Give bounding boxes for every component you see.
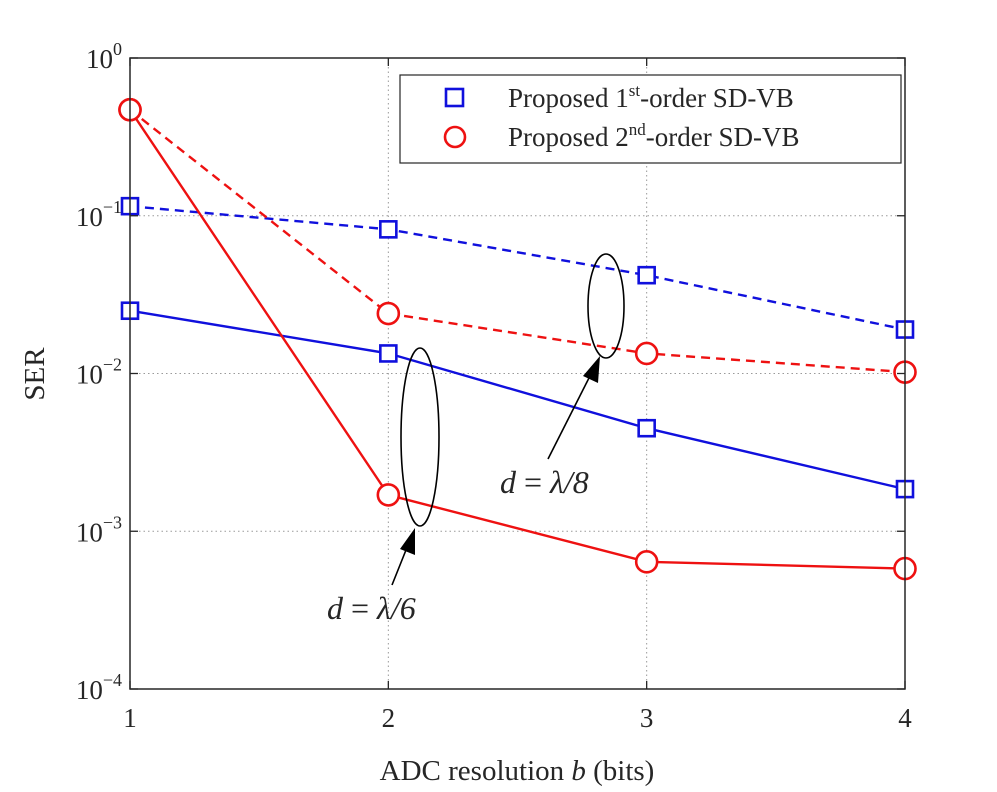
legend-marker-square bbox=[444, 87, 465, 108]
series-line-second-order-lambda6 bbox=[129, 109, 906, 570]
annotation-text-lambda8: d = λ/8 bbox=[500, 464, 589, 500]
y-tick-label: 10−2 bbox=[76, 355, 122, 390]
annotation-arrowhead-lambda8 bbox=[583, 356, 600, 383]
y-tick-label: 10−4 bbox=[76, 670, 122, 705]
legend: Proposed 1st-order SD-VB Proposed 2nd-or… bbox=[399, 74, 902, 164]
x-tick-label: 2 bbox=[382, 703, 396, 733]
marker-second-order-lambda6 bbox=[376, 483, 401, 507]
annotation-lambda6: d = λ/6 bbox=[327, 347, 440, 626]
x-axis-label: ADC resolution b (bits) bbox=[380, 755, 655, 787]
x-tick-label: 3 bbox=[640, 703, 654, 733]
marker-first-order-lambda6 bbox=[379, 344, 398, 363]
annotation-ellipse-lambda8 bbox=[587, 253, 625, 359]
annotation-arrowhead-lambda6 bbox=[400, 528, 415, 555]
grid bbox=[130, 58, 905, 689]
legend-label-second-order: Proposed 2nd-order SD-VB bbox=[508, 120, 799, 152]
marker-second-order-lambda8 bbox=[376, 301, 401, 326]
series-line-first-order-lambda8 bbox=[129, 205, 906, 331]
marker-first-order-lambda8 bbox=[637, 265, 656, 285]
marker-first-order-lambda8 bbox=[379, 220, 398, 239]
annotation-arrow-lambda6 bbox=[391, 544, 409, 586]
legend-marker-circle bbox=[443, 125, 467, 149]
annotation-arrow-lambda8 bbox=[547, 371, 593, 460]
series-layer bbox=[118, 97, 917, 581]
annotation-text-lambda6: d = λ/6 bbox=[327, 590, 416, 626]
y-axis-label: SER bbox=[19, 347, 51, 401]
marker-first-order-lambda6 bbox=[637, 418, 656, 438]
marker-second-order-lambda8 bbox=[634, 341, 659, 366]
tick-labels: 1 2 3 4 10−4 10−3 10−2 10−1 100 bbox=[76, 39, 912, 733]
y-tick-label: 100 bbox=[86, 39, 122, 74]
x-tick-label: 1 bbox=[123, 703, 137, 733]
y-tick-label: 10−1 bbox=[76, 197, 122, 232]
legend-label-first-order: Proposed 1st-order SD-VB bbox=[508, 81, 794, 113]
x-tick-label: 4 bbox=[898, 703, 912, 733]
y-tick-label: 10−3 bbox=[76, 512, 122, 547]
annotation-lambda8: d = λ/8 bbox=[500, 253, 625, 500]
marker-second-order-lambda6 bbox=[634, 550, 659, 574]
legend-box bbox=[399, 74, 902, 164]
series-line-first-order-lambda6 bbox=[129, 309, 906, 491]
annotation-ellipse-lambda6 bbox=[400, 347, 440, 527]
